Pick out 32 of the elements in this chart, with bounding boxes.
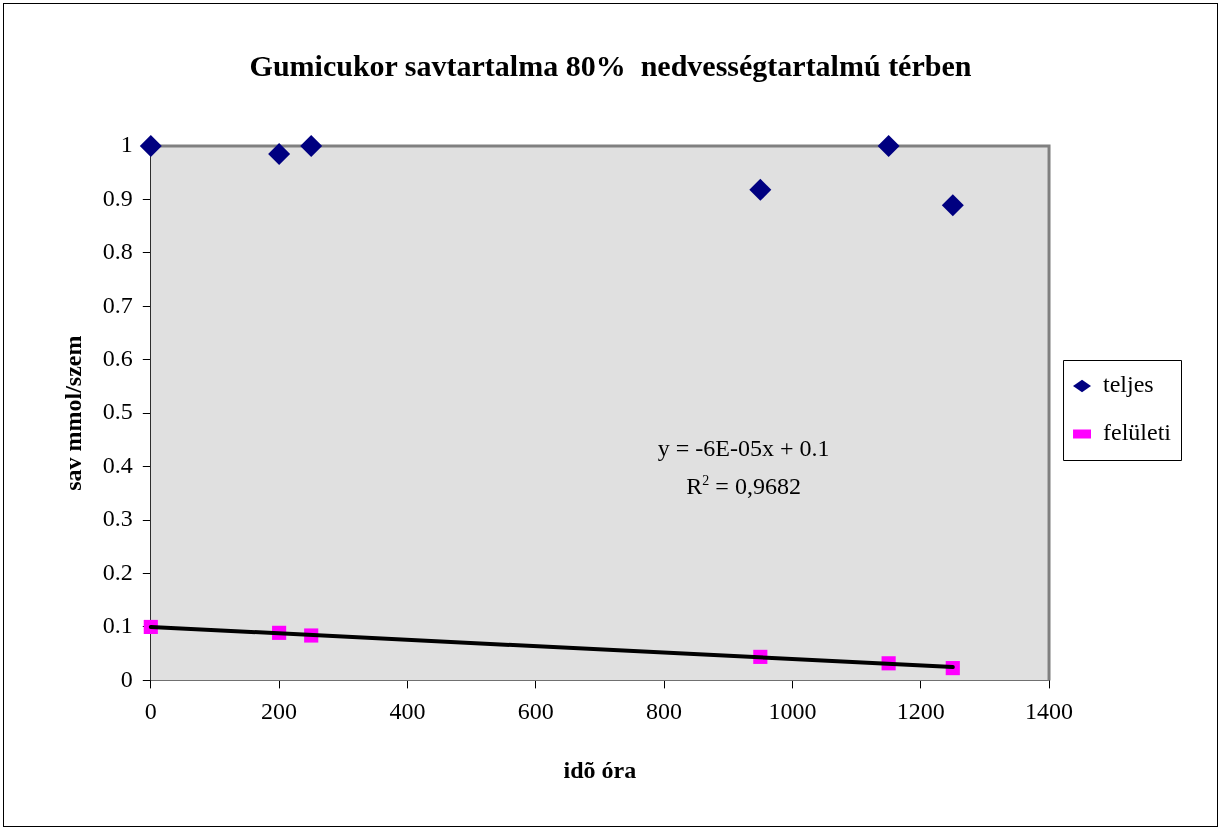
point [300, 135, 323, 157]
point [268, 143, 291, 166]
x-tick-label: 600 [517, 698, 554, 725]
point [749, 178, 772, 201]
x-tick-label: 0 [144, 698, 157, 725]
chart-title: Gumicukor savtartalma 80% nedvességtartalmú térben [249, 48, 972, 82]
y-tick-label: 0.2 [102, 558, 133, 585]
y-tick-label: 1 [120, 131, 133, 158]
y-tick-label: 0.8 [102, 238, 133, 265]
legend-label: felületi [1103, 419, 1172, 446]
y-tick-label: 0.7 [102, 291, 133, 318]
point [941, 194, 964, 217]
annotation: y = -6E-05x + 0.1 [657, 434, 830, 462]
x-tick-label: 1000 [768, 698, 817, 725]
y-axis-title: sav mmol/szem [59, 335, 86, 491]
y-tick-label: 0.4 [102, 451, 133, 478]
x-tick-label: 400 [389, 698, 426, 725]
y-tick-label: 0.9 [102, 184, 133, 211]
x-tick-label: 1200 [896, 698, 945, 725]
y-tick-label: 0.1 [102, 612, 133, 639]
x-axis-title: idõ óra [563, 756, 637, 783]
y-tick-label: 0 [120, 665, 133, 692]
x-tick-label: 1400 [1025, 698, 1074, 725]
y-tick-label: 0.3 [102, 505, 133, 532]
legend-label: teljes [1103, 371, 1154, 398]
y-tick-label: 0.6 [102, 345, 133, 372]
x-tick-label: 200 [261, 698, 298, 725]
y-tick-label: 0.5 [102, 398, 133, 425]
annotation: R$^{2}$ = 0,9682 [686, 472, 801, 500]
x-tick-label: 800 [646, 698, 683, 725]
point [877, 135, 900, 157]
point [139, 135, 162, 157]
